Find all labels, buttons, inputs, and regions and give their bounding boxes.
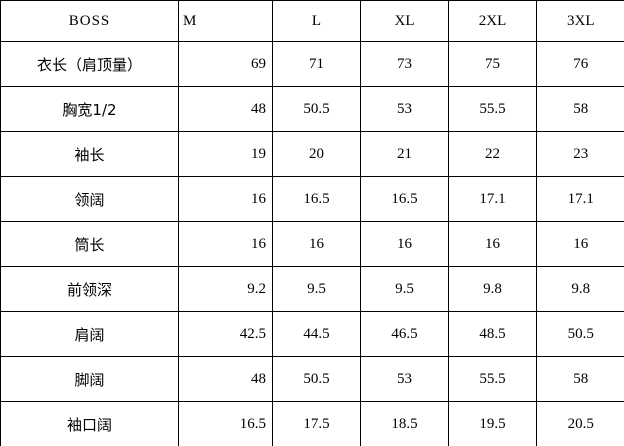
brand-header-cell: BOSS [1,1,179,42]
row-label: 肩阔 [1,312,179,357]
cell-2xl: 22 [449,132,537,177]
row-label: 筒长 [1,222,179,267]
cell-l: 50.5 [273,87,361,132]
table-header: BOSS M L XL 2XL 3XL [1,1,624,42]
row-label: 领阔 [1,177,179,222]
cell-2xl: 17.1 [449,177,537,222]
cell-l: 50.5 [273,357,361,402]
cell-xl: 16 [361,222,449,267]
cell-m: 69 [179,42,273,87]
row-label: 袖长 [1,132,179,177]
cell-m: 42.5 [179,312,273,357]
cell-3xl: 16 [537,222,624,267]
cell-m: 48 [179,357,273,402]
cell-l: 71 [273,42,361,87]
cell-3xl: 58 [537,357,624,402]
cell-2xl: 9.8 [449,267,537,312]
cell-l: 16.5 [273,177,361,222]
cell-2xl: 55.5 [449,357,537,402]
cell-xl: 73 [361,42,449,87]
row-label: 袖口阔 [1,402,179,446]
cell-l: 44.5 [273,312,361,357]
row-label: 衣长（肩顶量） [1,42,179,87]
cell-2xl: 19.5 [449,402,537,446]
row-label: 脚阔 [1,357,179,402]
cell-2xl: 55.5 [449,87,537,132]
row-label: 胸宽1/2 [1,87,179,132]
cell-l: 17.5 [273,402,361,446]
cell-3xl: 23 [537,132,624,177]
cell-xl: 46.5 [361,312,449,357]
header-row: BOSS M L XL 2XL 3XL [1,1,624,42]
cell-l: 20 [273,132,361,177]
cell-l: 16 [273,222,361,267]
cell-2xl: 75 [449,42,537,87]
column-header-2xl: 2XL [449,1,537,42]
column-header-3xl: 3XL [537,1,624,42]
cell-m: 16.5 [179,402,273,446]
cell-m: 9.2 [179,267,273,312]
column-header-xl: XL [361,1,449,42]
cell-3xl: 50.5 [537,312,624,357]
cell-3xl: 58 [537,87,624,132]
cell-xl: 18.5 [361,402,449,446]
column-header-m: M [179,1,273,42]
cell-m: 48 [179,87,273,132]
cell-2xl: 48.5 [449,312,537,357]
cell-2xl: 16 [449,222,537,267]
cell-3xl: 17.1 [537,177,624,222]
column-header-l: L [273,1,361,42]
cell-xl: 21 [361,132,449,177]
row-label: 前领深 [1,267,179,312]
cell-xl: 16.5 [361,177,449,222]
cell-m: 16 [179,177,273,222]
cell-3xl: 9.8 [537,267,624,312]
cell-xl: 53 [361,357,449,402]
cell-xl: 53 [361,87,449,132]
cell-m: 19 [179,132,273,177]
cell-m: 16 [179,222,273,267]
cell-3xl: 76 [537,42,624,87]
cell-3xl: 20.5 [537,402,624,446]
cell-l: 9.5 [273,267,361,312]
cell-xl: 9.5 [361,267,449,312]
